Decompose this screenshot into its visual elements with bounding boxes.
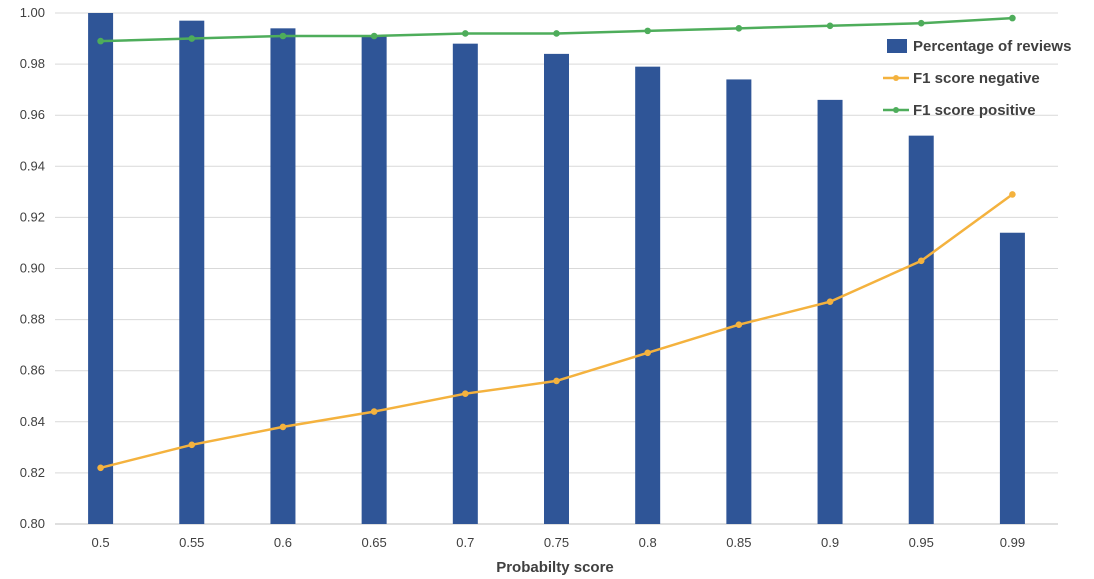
legend-swatch <box>887 39 907 53</box>
f1-score-positive-point <box>553 30 560 37</box>
bar <box>817 99 843 525</box>
f1-score-positive-point <box>917 19 925 27</box>
f1-score-positive-point <box>735 25 743 32</box>
y-tick-label: 0.88 <box>20 312 45 327</box>
f1-score-positive-point <box>644 27 651 35</box>
f1-score-negative-point <box>1009 191 1016 198</box>
y-axis-ticks: 0.80 0.82 0.84 0.86 0.88 0.90 0.92 0.94 0.96 0.98… <box>20 5 45 531</box>
y-tick-label: 0.98 <box>20 56 45 71</box>
f1-score-positive-point <box>279 32 287 40</box>
f1-score-negative-point <box>370 408 378 415</box>
y-tick-label: 0.84 <box>20 414 45 429</box>
bar <box>999 232 1025 525</box>
f1-score-negative-point <box>462 390 469 397</box>
y-tick-label: 0.92 <box>20 209 45 224</box>
y-tick-label: 0.82 <box>20 465 45 480</box>
bar <box>635 66 661 524</box>
legend-label: F1 score positive <box>913 102 1036 119</box>
f1-score-negative-point <box>279 423 287 431</box>
x-tick-label: 0.95 <box>909 535 934 550</box>
legend: Percentage of reviews F1 score negative F1… <box>883 38 1071 119</box>
bar <box>361 35 387 525</box>
legend-marker <box>893 75 899 81</box>
f1-score-negative-point <box>644 349 651 357</box>
f1-score-negative-point <box>917 257 925 265</box>
x-axis-ticks: 0.5 0.55 0.6 0.65 0.7 0.75 0.8 0.85 0.9 0.95 0.99 <box>92 535 1026 550</box>
bar <box>270 28 296 525</box>
y-tick-label: 0.90 <box>20 261 45 276</box>
x-axis-title: Probabilty score <box>496 559 614 576</box>
y-tick-label: 1.00 <box>20 5 45 20</box>
bar <box>452 43 478 524</box>
f1-score-negative-point <box>553 377 560 385</box>
f1-score-positive-point <box>826 22 834 30</box>
f1-score-positive-point <box>370 32 378 40</box>
f1-score-negative-point <box>188 441 196 449</box>
f1-score-positive-point <box>188 35 196 42</box>
legend-marker <box>893 107 899 113</box>
x-tick-label: 0.55 <box>179 535 204 550</box>
x-tick-label: 0.99 <box>1000 535 1025 550</box>
legend-label: F1 score negative <box>913 70 1040 87</box>
bar <box>544 53 569 524</box>
f1-score-negative-point <box>826 298 834 306</box>
bar <box>908 135 934 524</box>
f1-score-positive-point <box>97 37 104 45</box>
x-tick-label: 0.75 <box>544 535 569 550</box>
y-tick-label: 0.86 <box>20 363 45 378</box>
x-tick-label: 0.8 <box>639 535 657 550</box>
y-tick-label: 0.94 <box>20 158 45 173</box>
x-tick-label: 0.85 <box>726 535 751 550</box>
f1-score-positive-point <box>462 30 469 37</box>
x-tick-label: 0.7 <box>456 535 474 550</box>
legend-label: Percentage of reviews <box>913 38 1071 55</box>
line-series <box>97 14 1016 472</box>
bar-series <box>88 13 1025 525</box>
x-tick-label: 0.5 <box>92 535 110 550</box>
y-tick-label: 0.96 <box>20 107 45 122</box>
x-tick-label: 0.65 <box>361 535 386 550</box>
f1-score-positive-line <box>100 16 1013 43</box>
f1-score-positive-point <box>1009 14 1016 22</box>
x-tick-label: 0.9 <box>821 535 839 550</box>
x-tick-label: 0.6 <box>274 535 292 550</box>
f1-score-negative-point <box>97 464 104 472</box>
bar <box>179 20 205 524</box>
f1-score-negative-point <box>735 321 743 329</box>
bar <box>88 13 114 524</box>
y-tick-label: 0.80 <box>20 516 45 531</box>
bar <box>726 79 752 525</box>
